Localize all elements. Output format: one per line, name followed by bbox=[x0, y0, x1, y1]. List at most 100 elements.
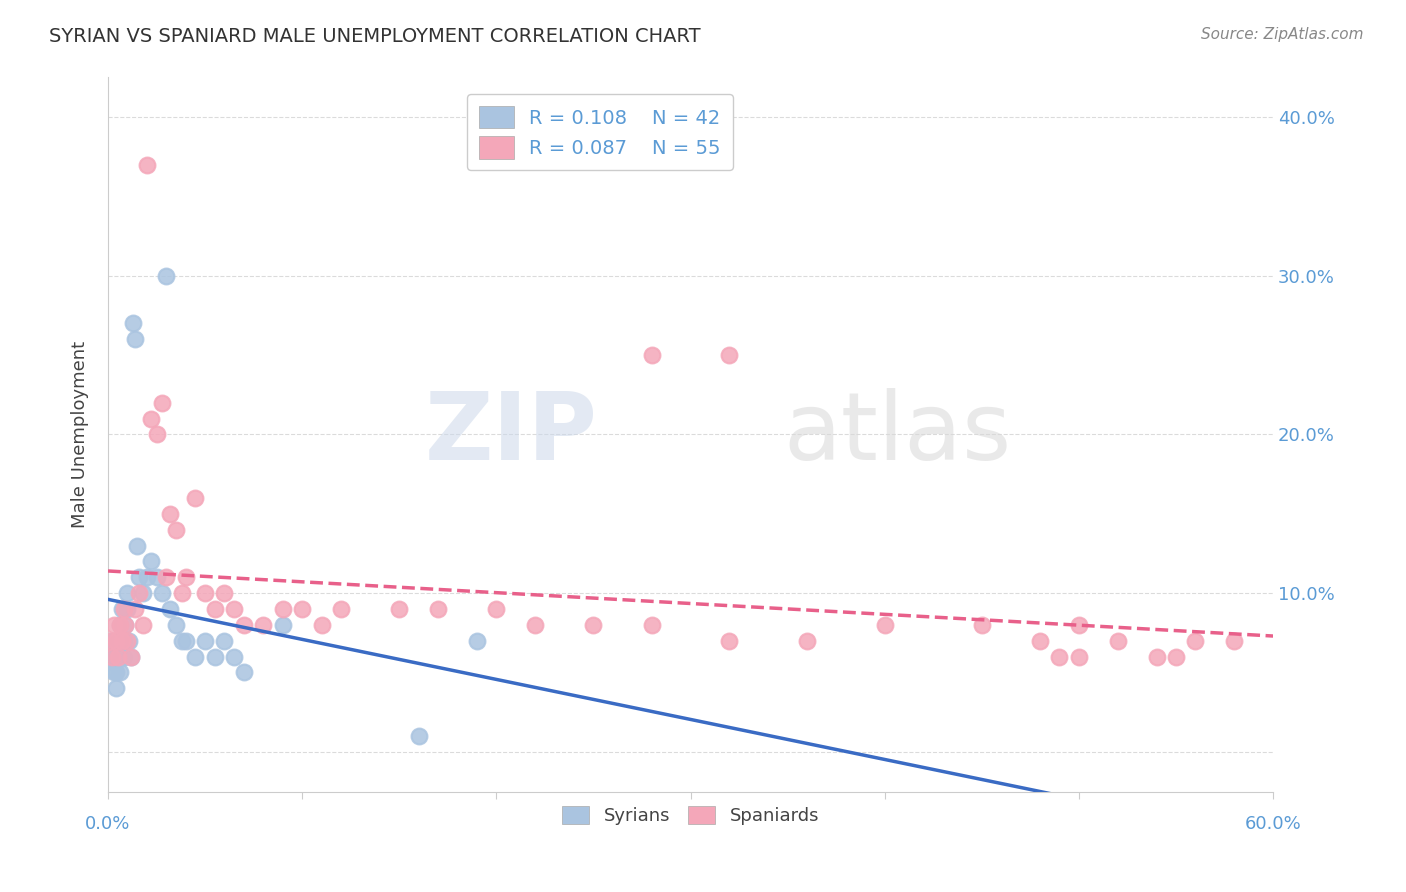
Point bbox=[150, 395, 173, 409]
Point bbox=[159, 602, 181, 616]
Point bbox=[194, 586, 217, 600]
Point bbox=[107, 649, 129, 664]
Point bbox=[135, 158, 157, 172]
Point bbox=[640, 618, 662, 632]
Point bbox=[184, 491, 207, 505]
Point bbox=[224, 602, 246, 616]
Point bbox=[103, 665, 125, 680]
Point bbox=[128, 586, 150, 600]
Text: 0.0%: 0.0% bbox=[86, 815, 131, 833]
Point bbox=[427, 602, 450, 616]
Point bbox=[98, 649, 121, 664]
Legend: Syrians, Spaniards: Syrians, Spaniards bbox=[555, 798, 827, 832]
Point bbox=[1049, 649, 1071, 664]
Point bbox=[108, 665, 131, 680]
Point bbox=[107, 649, 129, 664]
Point bbox=[214, 586, 236, 600]
Point bbox=[103, 649, 125, 664]
Point bbox=[128, 570, 150, 584]
Point bbox=[155, 268, 177, 283]
Point bbox=[101, 633, 124, 648]
Point bbox=[170, 633, 193, 648]
Point bbox=[582, 618, 605, 632]
Point bbox=[1029, 633, 1052, 648]
Point bbox=[103, 618, 125, 632]
Point bbox=[124, 602, 146, 616]
Point bbox=[252, 618, 274, 632]
Point bbox=[145, 427, 167, 442]
Point bbox=[117, 586, 139, 600]
Point bbox=[108, 618, 131, 632]
Point bbox=[232, 618, 254, 632]
Point bbox=[1146, 649, 1168, 664]
Point bbox=[112, 633, 135, 648]
Text: Source: ZipAtlas.com: Source: ZipAtlas.com bbox=[1201, 27, 1364, 42]
Point bbox=[232, 665, 254, 680]
Point bbox=[524, 618, 547, 632]
Point bbox=[120, 649, 142, 664]
Point bbox=[104, 633, 127, 648]
Point bbox=[132, 618, 155, 632]
Point bbox=[104, 681, 127, 696]
Point bbox=[107, 633, 129, 648]
Point bbox=[174, 633, 197, 648]
Point bbox=[408, 729, 430, 743]
Point bbox=[114, 618, 136, 632]
Point bbox=[485, 602, 508, 616]
Point bbox=[124, 332, 146, 346]
Point bbox=[796, 633, 818, 648]
Point bbox=[184, 649, 207, 664]
Point bbox=[104, 665, 127, 680]
Point bbox=[112, 602, 135, 616]
Point bbox=[640, 348, 662, 362]
Point bbox=[108, 618, 131, 632]
Point bbox=[165, 618, 187, 632]
Point bbox=[465, 633, 488, 648]
Point bbox=[1067, 649, 1090, 664]
Point bbox=[112, 649, 135, 664]
Point bbox=[271, 602, 294, 616]
Point bbox=[224, 649, 246, 664]
Point bbox=[159, 507, 181, 521]
Point bbox=[101, 649, 124, 664]
Point bbox=[150, 586, 173, 600]
Point bbox=[117, 602, 139, 616]
Point bbox=[1184, 633, 1206, 648]
Point bbox=[120, 649, 142, 664]
Y-axis label: Male Unemployment: Male Unemployment bbox=[72, 341, 89, 528]
Point bbox=[291, 602, 314, 616]
Point bbox=[1067, 618, 1090, 632]
Point bbox=[139, 411, 162, 425]
Point bbox=[139, 554, 162, 568]
Point bbox=[114, 618, 136, 632]
Point bbox=[204, 602, 226, 616]
Point bbox=[127, 539, 149, 553]
Point bbox=[165, 523, 187, 537]
Point bbox=[145, 570, 167, 584]
Point bbox=[1164, 649, 1187, 664]
Point bbox=[155, 570, 177, 584]
Point bbox=[271, 618, 294, 632]
Point bbox=[110, 633, 132, 648]
Point bbox=[122, 317, 145, 331]
Point bbox=[118, 633, 141, 648]
Point bbox=[1107, 633, 1129, 648]
Text: 60.0%: 60.0% bbox=[1244, 815, 1302, 833]
Point bbox=[311, 618, 333, 632]
Point bbox=[135, 570, 157, 584]
Point bbox=[1223, 633, 1246, 648]
Point bbox=[718, 633, 741, 648]
Point bbox=[117, 633, 139, 648]
Point bbox=[718, 348, 741, 362]
Point bbox=[330, 602, 353, 616]
Point bbox=[174, 570, 197, 584]
Point bbox=[214, 633, 236, 648]
Point bbox=[110, 649, 132, 664]
Point bbox=[970, 618, 993, 632]
Point bbox=[873, 618, 896, 632]
Point bbox=[388, 602, 411, 616]
Point bbox=[170, 586, 193, 600]
Point bbox=[204, 649, 226, 664]
Text: atlas: atlas bbox=[783, 389, 1012, 481]
Point bbox=[132, 586, 155, 600]
